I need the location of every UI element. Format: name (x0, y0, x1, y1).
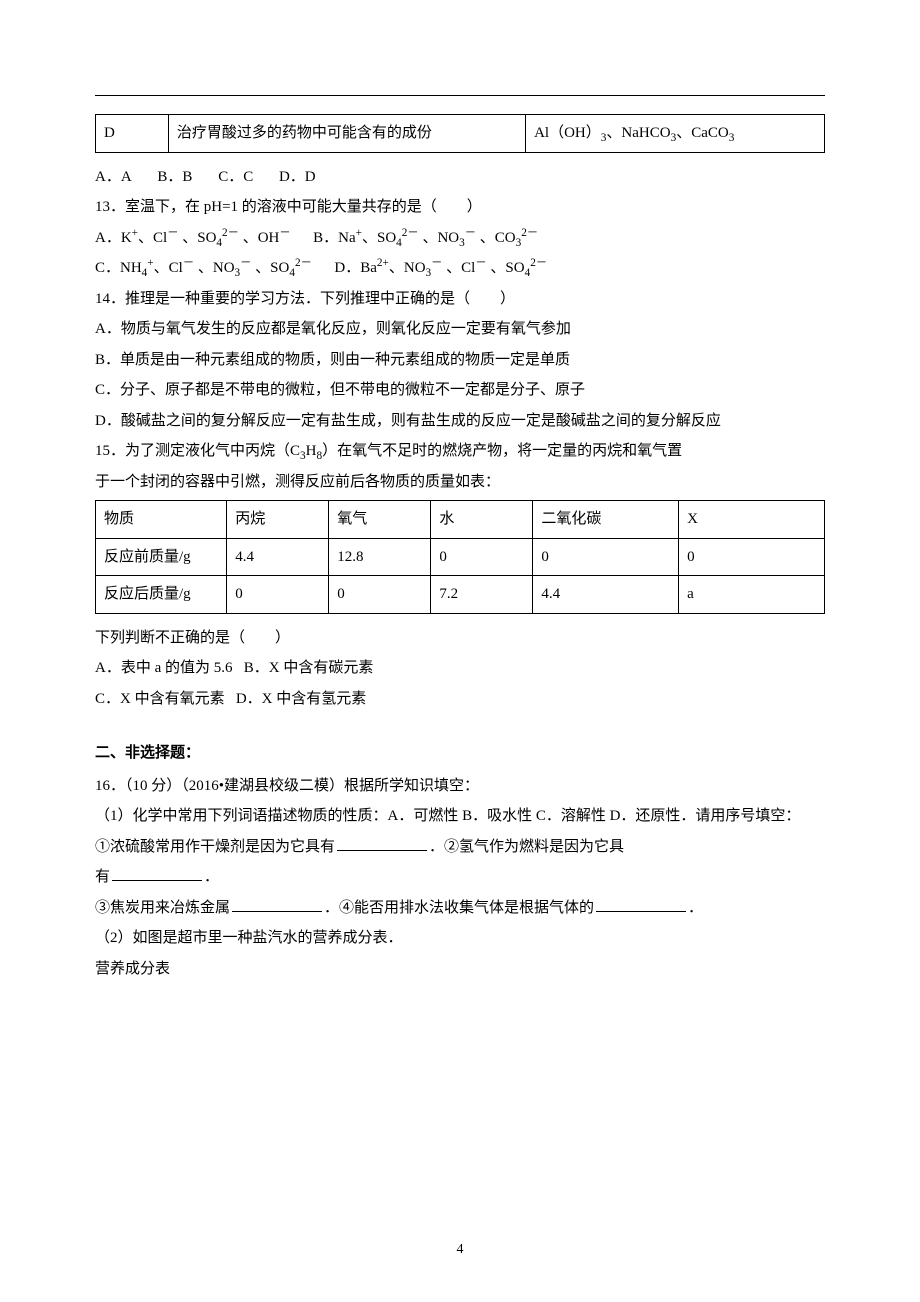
table-combustion: 物质 丙烷 氧气 水 二氧化碳 X 反应前质量/g 4.4 12.8 0 0 0… (95, 500, 825, 614)
option-a: A．A (95, 169, 132, 185)
page-number: 4 (0, 1237, 920, 1264)
text: ．④能否用排水法收集气体是根据气体的 (324, 900, 594, 916)
table-antacid: D 治疗胃酸过多的药物中可能含有的成份 Al（OH）3、NaHCO3、CaCO3 (95, 114, 825, 153)
cell: 7.2 (431, 576, 533, 614)
q16-line1: ①浓硫酸常用作干燥剂是因为它具有 ．②氢气作为燃料是因为它具 (95, 833, 825, 862)
option-b: B．B (157, 169, 192, 185)
q14-d: D．酸碱盐之间的复分解反应一定有盐生成，则有盐生成的反应一定是酸碱盐之间的复分解… (95, 407, 825, 436)
cell: 12.8 (329, 538, 431, 576)
cell: 治疗胃酸过多的药物中可能含有的成份 (168, 115, 525, 153)
cell: 0 (227, 576, 329, 614)
q16-p2: （2）如图是超市里一种盐汽水的营养成分表． (95, 924, 825, 953)
q13-a: A．K+、Cl－ 、SO42－ 、OH－ (95, 230, 291, 246)
q16-p1: （1）化学中常用下列词语描述物质的性质：A．可燃性 B．吸水性 C．溶解性 D．… (95, 802, 825, 831)
cell: 物质 (96, 501, 227, 539)
q14-stem: 14．推理是一种重要的学习方法．下列推理中正确的是（ ） (95, 285, 825, 314)
q14-a: A．物质与氧气发生的反应都是氧化反应，则氧化反应一定要有氧气参加 (95, 315, 825, 344)
q14-b: B．单质是由一种元素组成的物质，则由一种元素组成的物质一定是单质 (95, 346, 825, 375)
option-d: D．D (279, 169, 316, 185)
cell: 4.4 (533, 576, 679, 614)
q15-a: A．表中 a 的值为 5.6 (95, 660, 233, 676)
text: ③焦炭用来冶炼金属 (95, 900, 230, 916)
q13-stem: 13．室温下，在 pH=1 的溶液中可能大量共存的是（ ） (95, 193, 825, 222)
blank-3 (232, 895, 322, 912)
option-c: C．C (218, 169, 253, 185)
q16-p3: 营养成分表 (95, 955, 825, 984)
cell: X (679, 501, 825, 539)
table-row: 物质 丙烷 氧气 水 二氧化碳 X (96, 501, 825, 539)
q16-head: 16．（10 分）（2016•建湖县校级二模）根据所学知识填空： (95, 772, 825, 801)
cell: 二氧化碳 (533, 501, 679, 539)
q13-c: C．NH4+、Cl－ 、NO3－ 、SO42－ (95, 260, 312, 276)
q13-b: B．Na+、SO42－ 、NO3－ 、CO32－ (313, 230, 538, 246)
q15-stem2: 于一个封闭的容器中引燃，测得反应前后各物质的质量如表： (95, 468, 825, 497)
cell: Al（OH）3、NaHCO3、CaCO3 (526, 115, 825, 153)
cell: 0 (533, 538, 679, 576)
q15-d: D．X 中含有氢元素 (236, 691, 366, 707)
q16-line1c: 有． (95, 863, 825, 892)
table-row: 反应前质量/g 4.4 12.8 0 0 0 (96, 538, 825, 576)
q13-d: D．Ba2+、NO3－ 、Cl－ 、SO42－ (334, 260, 547, 276)
cell: 反应前质量/g (96, 538, 227, 576)
cell: 4.4 (227, 538, 329, 576)
blank-1 (337, 834, 427, 851)
q13-row1: A．K+、Cl－ 、SO42－ 、OH－ B．Na+、SO42－ 、NO3－ 、… (95, 224, 825, 253)
blank-4 (596, 895, 686, 912)
q15-judge: 下列判断不正确的是（ ） (95, 624, 825, 653)
cell: 水 (431, 501, 533, 539)
table-row: D 治疗胃酸过多的药物中可能含有的成份 Al（OH）3、NaHCO3、CaCO3 (96, 115, 825, 153)
text: ．②氢气作为燃料是因为它具 (429, 839, 624, 855)
q15-b: B．X 中含有碳元素 (244, 660, 374, 676)
q13-row2: C．NH4+、Cl－ 、NO3－ 、SO42－ D．Ba2+、NO3－ 、Cl－… (95, 254, 825, 283)
table-row: 反应后质量/g 0 0 7.2 4.4 a (96, 576, 825, 614)
cell: 0 (431, 538, 533, 576)
cell: 氧气 (329, 501, 431, 539)
blank-2 (112, 864, 202, 881)
text: ①浓硫酸常用作干燥剂是因为它具有 (95, 839, 335, 855)
cell: 丙烷 (227, 501, 329, 539)
text: ． (204, 869, 219, 885)
text: 有 (95, 869, 110, 885)
cell: 0 (329, 576, 431, 614)
cell: D (96, 115, 169, 153)
q15-row1: A．表中 a 的值为 5.6 B．X 中含有碳元素 (95, 654, 825, 683)
q15-row2: C．X 中含有氧元素 D．X 中含有氢元素 (95, 685, 825, 714)
cell: 0 (679, 538, 825, 576)
q16-line3: ③焦炭用来冶炼金属 ．④能否用排水法收集气体是根据气体的 ． (95, 894, 825, 923)
cell: 反应后质量/g (96, 576, 227, 614)
text: ． (688, 900, 703, 916)
q14-c: C．分子、原子都是不带电的微粒，但不带电的微粒不一定都是分子、原子 (95, 376, 825, 405)
q12-options: A．A B．B C．C D．D (95, 163, 825, 192)
cell: a (679, 576, 825, 614)
q15-stem1: 15．为了测定液化气中丙烷（C3H8）在氧气不足时的燃烧产物，将一定量的丙烷和氧… (95, 437, 825, 466)
section-2-head: 二、非选择题： (95, 739, 825, 768)
q15-c: C．X 中含有氧元素 (95, 691, 225, 707)
top-rule (95, 95, 825, 96)
